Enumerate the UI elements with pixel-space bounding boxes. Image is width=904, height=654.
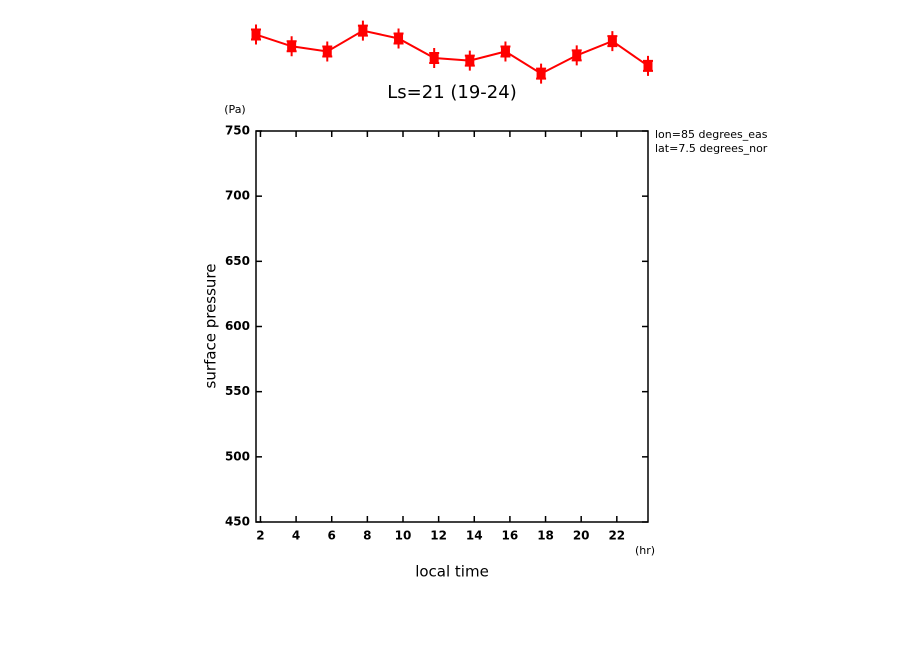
point-plus [500,41,511,62]
point-plus [464,50,475,71]
y-tick-label: 550 [225,384,250,398]
y-tick-label: 700 [225,189,250,203]
point-plus [607,31,618,52]
x-tick-label: 8 [363,529,371,543]
point-plus [393,28,404,49]
point-plus [429,48,440,69]
x-tick-label: 12 [430,529,447,543]
point-plus [643,55,653,76]
y-unit: (Pa) [224,103,245,116]
point-plus [251,24,261,45]
y-tick-label: 750 [225,124,250,138]
point-plus [322,41,333,62]
y-tick-label: 500 [225,449,250,463]
y-tick-label: 650 [225,254,250,268]
chart-title: Ls=21 (19-24) [387,82,516,103]
y-tick-label: 600 [225,319,250,333]
annotation: lon=85 degrees_eas [655,128,768,141]
x-tick-label: 2 [256,529,264,543]
series-line [255,29,649,75]
x-unit: (hr) [635,544,655,557]
x-tick-label: 18 [537,529,554,543]
x-tick-label: 16 [502,529,519,543]
point-plus [571,45,582,66]
x-axis-label: local time [415,563,489,581]
x-tick-label: 6 [328,529,336,543]
plot-frame [255,130,649,523]
y-tick-label: 450 [225,515,250,529]
x-tick-label: 22 [608,529,625,543]
annotation: lat=7.5 degrees_nor [655,142,768,155]
point-plus [286,36,297,57]
x-tick-label: 10 [395,529,412,543]
y-axis-label: surface pressure [202,264,220,389]
point-plus [536,63,547,84]
point-plus [357,20,368,41]
x-tick-label: 14 [466,529,483,543]
x-tick-label: 20 [573,529,590,543]
x-tick-label: 4 [292,529,300,543]
